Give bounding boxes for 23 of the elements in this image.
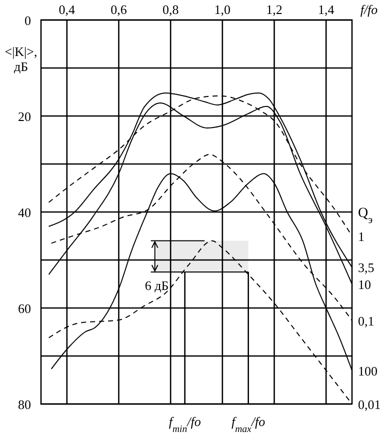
y-axis-title: <|K|>, дБ bbox=[4, 44, 38, 74]
ref-line-label: f$_{max}$/fo bbox=[232, 414, 266, 434]
series-label: 100 bbox=[358, 363, 378, 378]
x-axis-title: f/fo bbox=[360, 2, 378, 17]
series-label: 1 bbox=[358, 229, 364, 244]
series-label: 0,1 bbox=[358, 313, 374, 328]
x-tick-label: 0,6 bbox=[110, 2, 128, 17]
y-tick-label: 60 bbox=[18, 301, 31, 316]
y-tick-label: 20 bbox=[18, 109, 31, 124]
series-label: 0,01 bbox=[358, 397, 381, 412]
legend-label: 6 дБ bbox=[144, 278, 169, 293]
x-tick-label: 1,0 bbox=[214, 2, 231, 17]
y-tick-label: 40 bbox=[18, 205, 31, 220]
legend-title: Q$_{э}$ bbox=[358, 206, 374, 226]
x-tick-label: 0,4 bbox=[58, 2, 76, 17]
x-tick-label: 0,8 bbox=[162, 2, 179, 17]
x-tick-label: 1,2 bbox=[266, 2, 282, 17]
y-tick-label: 0 bbox=[24, 13, 31, 28]
series-label: 10 bbox=[358, 277, 371, 292]
series-label: 3,5 bbox=[358, 260, 374, 276]
ref-line-label: f$_{min}$/fo bbox=[168, 414, 202, 434]
x-tick-label: 1,4 bbox=[318, 2, 335, 17]
y-tick-label: 80 bbox=[18, 397, 31, 412]
